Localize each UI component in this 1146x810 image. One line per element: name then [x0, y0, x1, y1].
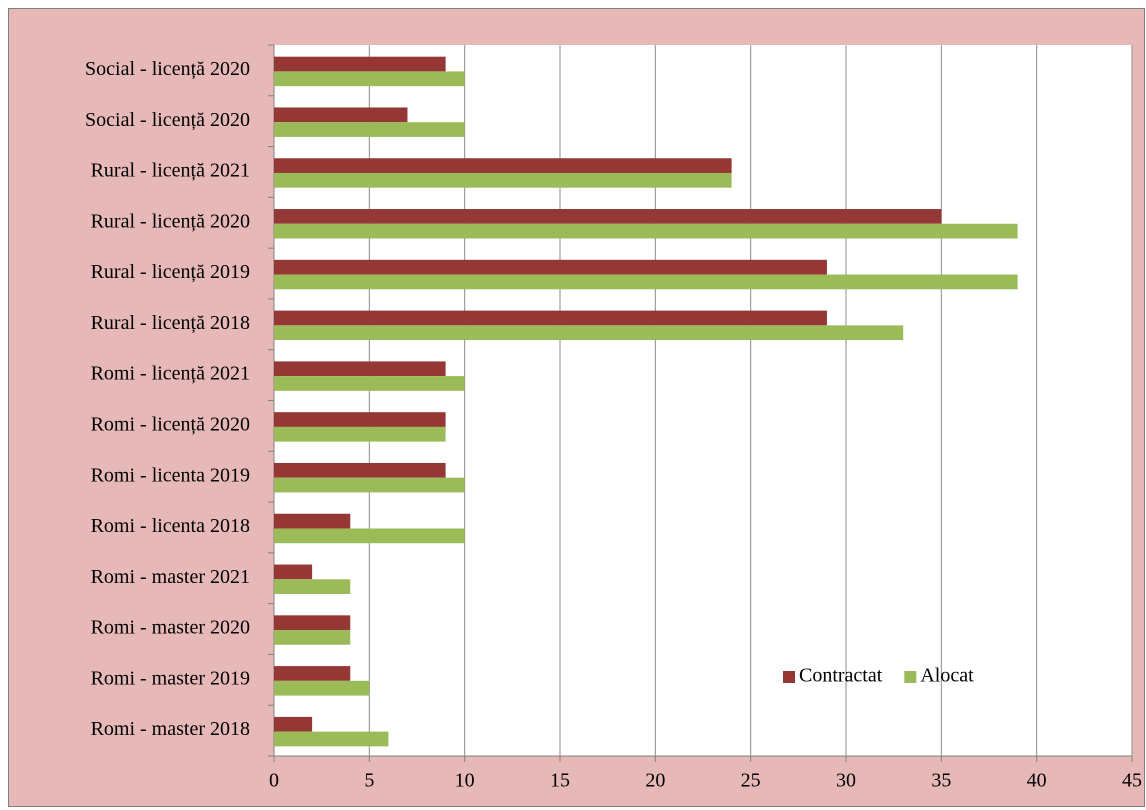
x-tick-label: 25 [741, 770, 761, 792]
y-tick-label: Romi - licență 2020 [91, 413, 250, 435]
y-tick-label: Rural - licență 2018 [91, 312, 250, 334]
bar [274, 462, 446, 478]
bar [274, 71, 465, 87]
bar [274, 274, 1018, 290]
y-tick-label: Romi - master 2019 [91, 667, 250, 689]
x-tick-label: 15 [550, 770, 570, 792]
legend-swatch [904, 671, 917, 683]
y-tick-label: Rural - licență 2021 [91, 160, 250, 182]
legend-label: Contractat [799, 665, 883, 687]
bar [274, 122, 465, 137]
y-tick-label: Romi - master 2020 [91, 617, 250, 639]
bar [274, 310, 827, 326]
bar [274, 615, 351, 631]
bar [274, 528, 465, 544]
bar [274, 223, 1018, 239]
bar [274, 426, 446, 442]
bar [274, 716, 313, 732]
x-tick-label: 40 [1027, 770, 1047, 792]
y-tick-label: Romi - licenta 2019 [91, 464, 250, 486]
bar [274, 172, 732, 188]
y-tick-label: Romi - master 2018 [91, 718, 250, 740]
bar [274, 731, 389, 747]
bar [274, 564, 313, 580]
x-tick-label: 30 [836, 770, 856, 792]
bar [274, 107, 408, 123]
bar [274, 259, 827, 275]
x-tick-label: 0 [269, 770, 279, 792]
legend-label: Alocat [920, 665, 974, 687]
bar [274, 325, 904, 341]
bar [274, 412, 446, 427]
bar [274, 477, 465, 493]
y-tick-label: Romi - licenta 2018 [91, 515, 250, 537]
y-tick-label: Social - licență 2020 [85, 109, 250, 131]
bar [274, 56, 446, 72]
bar [274, 158, 732, 173]
bar [274, 680, 370, 696]
bar [274, 666, 351, 681]
y-tick-label: Rural - licență 2019 [91, 261, 250, 283]
x-tick-label: 35 [931, 770, 951, 792]
plot-area [274, 45, 1132, 756]
bar [274, 376, 465, 391]
bar [274, 361, 446, 377]
bar [274, 513, 351, 529]
x-tick-label: 20 [645, 770, 665, 792]
bar [274, 630, 351, 645]
x-tick-label: 45 [1122, 770, 1142, 792]
legend-swatch [783, 671, 795, 683]
x-tick-label: 5 [364, 770, 374, 792]
y-tick-label: Rural - licență 2020 [91, 210, 250, 232]
y-tick-label: Romi - master 2021 [91, 566, 250, 588]
bar [274, 209, 942, 224]
y-tick-label: Social - licență 2020 [85, 58, 250, 80]
y-tick-label: Romi - licență 2021 [91, 363, 250, 385]
x-tick-label: 10 [455, 770, 475, 792]
bar [274, 579, 351, 594]
